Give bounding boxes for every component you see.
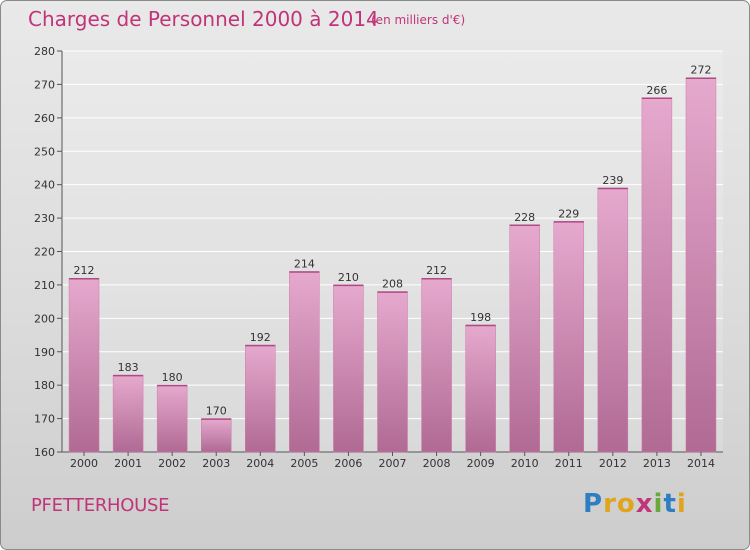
y-tick-label: 280: [34, 45, 55, 58]
data-label: 198: [470, 311, 491, 324]
bar: [156, 384, 188, 453]
bar: [112, 374, 144, 453]
x-tick-label: 2006: [334, 457, 362, 470]
data-label: 180: [162, 371, 183, 384]
logo-letter: i: [653, 489, 664, 519]
bar: [377, 291, 408, 453]
x-tick-label: 2010: [511, 457, 539, 470]
y-tick-label: 230: [34, 212, 55, 225]
y-tick-label: 190: [34, 346, 55, 359]
bar: [509, 224, 540, 453]
x-tick-label: 2008: [423, 457, 451, 470]
logo-letter: o: [616, 489, 636, 519]
x-tick-label: 2005: [290, 457, 318, 470]
logo-letter: P: [583, 489, 604, 519]
x-tick-label: 2000: [70, 457, 98, 470]
bar: [597, 187, 629, 453]
x-tick-label: 2013: [643, 457, 671, 470]
x-tick-label: 2009: [467, 457, 495, 470]
bar: [289, 271, 320, 453]
bar: [685, 77, 717, 453]
data-label: 183: [118, 361, 139, 374]
y-tick-label: 270: [34, 78, 55, 91]
bar: [68, 277, 100, 453]
data-label: 210: [338, 271, 359, 284]
y-tick-label: 220: [34, 246, 55, 259]
y-tick-label: 200: [34, 312, 55, 325]
bar: [333, 284, 364, 453]
x-tick-label: 2002: [158, 457, 186, 470]
data-label: 229: [558, 207, 579, 220]
data-label: 192: [250, 331, 271, 344]
y-tick-label: 170: [34, 413, 55, 426]
x-tick-label: 2014: [687, 457, 715, 470]
chart-subtitle: (en milliers d'€): [371, 13, 466, 27]
proxiti-logo: Proxiti: [583, 489, 687, 519]
data-label: 214: [294, 258, 315, 271]
x-tick-label: 2012: [599, 457, 627, 470]
bar: [200, 418, 232, 453]
data-label: 170: [206, 405, 227, 418]
y-tick-label: 240: [34, 179, 55, 192]
data-label: 228: [514, 211, 535, 224]
y-tick-label: 160: [34, 446, 55, 459]
logo-letter: t: [663, 489, 677, 519]
x-tick-label: 2001: [114, 457, 142, 470]
y-tick-label: 210: [34, 279, 55, 292]
y-tick-label: 180: [34, 379, 55, 392]
bar: [553, 221, 585, 453]
x-tick-label: 2004: [246, 457, 274, 470]
x-tick-label: 2011: [555, 457, 583, 470]
bar: [245, 344, 276, 453]
y-tick-label: 260: [34, 112, 55, 125]
data-label: 266: [646, 84, 667, 97]
x-tick-label: 2003: [202, 457, 230, 470]
data-label: 208: [382, 278, 403, 291]
bar: [421, 277, 452, 453]
logo-letter: r: [603, 489, 617, 519]
data-label: 212: [426, 264, 447, 277]
bar: [465, 324, 496, 453]
data-label: 272: [690, 64, 711, 77]
chart-title: Charges de Personnel 2000 à 2014: [28, 7, 379, 31]
y-tick-label: 250: [34, 145, 55, 158]
data-label: 212: [74, 264, 95, 277]
bar: [641, 97, 673, 453]
data-label: 239: [602, 174, 623, 187]
logo-letter: x: [635, 489, 654, 519]
logo-letter: i: [676, 489, 687, 519]
commune-name: PFETTERHOUSE: [31, 495, 170, 516]
x-tick-label: 2007: [379, 457, 407, 470]
